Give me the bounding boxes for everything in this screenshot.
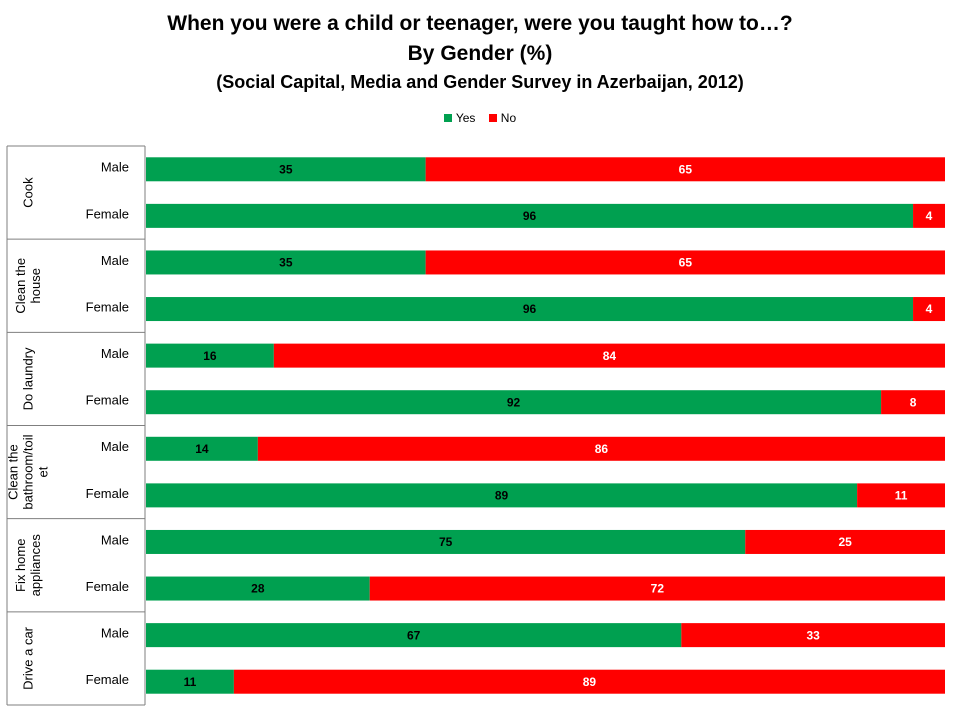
bar-no xyxy=(273,343,946,368)
data-label-yes: 14 xyxy=(195,442,209,456)
bar-no xyxy=(681,623,945,648)
row-label: Male xyxy=(101,532,129,547)
data-label-yes: 67 xyxy=(407,628,421,642)
bar-no xyxy=(425,250,945,275)
chart-title: When you were a child or teenager, were … xyxy=(167,12,793,35)
bar-yes xyxy=(146,343,274,368)
data-label-yes: 28 xyxy=(251,582,265,596)
bar-no xyxy=(913,297,945,322)
legend-item-no: No xyxy=(488,110,517,125)
group-label: Do laundry xyxy=(21,347,36,410)
data-label-yes: 92 xyxy=(507,395,521,409)
row-label: Female xyxy=(86,579,129,594)
bar-yes xyxy=(146,297,914,322)
data-label-yes: 35 xyxy=(279,162,293,176)
bar-no xyxy=(425,157,945,182)
bar-no xyxy=(369,576,946,601)
row-label: Female xyxy=(86,672,129,687)
data-label-no: 8 xyxy=(910,395,917,409)
group-label: Clean thehouse xyxy=(13,258,43,314)
bar-yes xyxy=(146,669,234,694)
chart-source: (Social Capital, Media and Gender Survey… xyxy=(216,72,744,92)
bar-yes xyxy=(146,157,426,182)
group-label-line: Drive a car xyxy=(21,626,36,690)
row-label: Female xyxy=(86,486,129,501)
data-label-yes: 16 xyxy=(203,349,217,363)
row-label: Male xyxy=(101,160,129,175)
bar-yes xyxy=(146,203,914,228)
data-label-yes: 89 xyxy=(495,489,509,503)
bar-yes xyxy=(146,529,746,554)
bar-no xyxy=(257,436,945,461)
data-label-no: 86 xyxy=(595,442,609,456)
row-label: Male xyxy=(101,253,129,268)
group-label-line: Cook xyxy=(21,177,36,208)
legend: Yes No xyxy=(0,110,960,125)
row-label: Female xyxy=(86,393,129,408)
legend-item-yes: Yes xyxy=(443,110,476,125)
group-label-line: appliances xyxy=(28,534,43,597)
bar-yes xyxy=(146,390,882,415)
group-label-line: bathroom/toil xyxy=(21,434,36,509)
group-label-line: Do laundry xyxy=(21,347,36,410)
data-label-no: 89 xyxy=(583,675,597,689)
row-label: Female xyxy=(86,299,129,314)
data-label-yes: 35 xyxy=(279,256,293,270)
bar-no xyxy=(913,203,945,228)
legend-swatch-yes xyxy=(443,113,452,122)
data-label-no: 72 xyxy=(651,582,665,596)
row-label: Male xyxy=(101,626,129,641)
group-label-line: Clean the xyxy=(6,444,21,500)
group-label: Fix homeappliances xyxy=(13,534,43,597)
chart-subtitle: By Gender (%) xyxy=(407,42,553,65)
bar-yes xyxy=(146,436,258,461)
row-label: Male xyxy=(101,439,129,454)
data-label-yes: 96 xyxy=(523,302,537,316)
bar-yes xyxy=(146,483,858,508)
row-label: Male xyxy=(101,346,129,361)
group-label-line: house xyxy=(28,268,43,303)
bar-yes xyxy=(146,250,426,275)
row-label: Female xyxy=(86,206,129,221)
bar-yes xyxy=(146,623,682,648)
data-label-no: 25 xyxy=(838,535,852,549)
data-label-no: 11 xyxy=(895,489,908,503)
legend-label-no: No xyxy=(500,110,517,125)
bar-no xyxy=(745,529,945,554)
bar-no xyxy=(857,483,945,508)
data-label-no: 4 xyxy=(926,302,933,316)
legend-label-yes: Yes xyxy=(455,110,476,125)
bar-no xyxy=(881,390,945,415)
data-label-no: 4 xyxy=(926,209,933,223)
group-label-line: Fix home xyxy=(13,539,28,592)
bar-no xyxy=(233,669,945,694)
data-label-yes: 96 xyxy=(523,209,537,223)
data-label-yes: 75 xyxy=(439,535,453,549)
legend-swatch-no xyxy=(488,113,497,122)
data-label-yes: 11 xyxy=(184,675,197,689)
data-label-no: 33 xyxy=(806,628,820,642)
group-label: Cook xyxy=(21,177,36,208)
data-label-no: 65 xyxy=(679,162,693,176)
data-label-no: 84 xyxy=(603,349,617,363)
group-label: Drive a car xyxy=(21,626,36,690)
data-label-no: 65 xyxy=(679,256,693,270)
group-label-line: et xyxy=(36,466,51,477)
bar-yes xyxy=(146,576,370,601)
group-label-line: Clean the xyxy=(13,258,28,314)
group-label: Clean thebathroom/toilet xyxy=(6,434,51,509)
